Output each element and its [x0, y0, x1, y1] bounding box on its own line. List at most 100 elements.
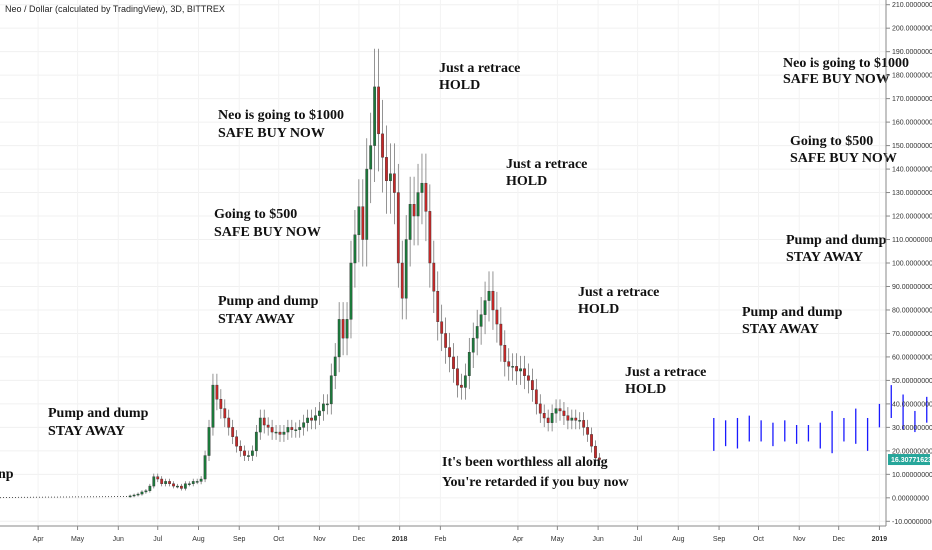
y-tick-label: 60.00000000 — [892, 354, 932, 361]
y-tick-label: 130.00000000 — [892, 190, 932, 197]
annotation-text: HOLD — [506, 174, 547, 189]
y-tick-label: 180.00000000 — [892, 73, 932, 80]
candle-up — [148, 485, 152, 491]
candle-up — [357, 206, 361, 236]
annotation-text: Just a retrace — [625, 365, 706, 380]
y-tick-label: 150.00000000 — [892, 143, 932, 150]
candle-up — [318, 410, 321, 416]
x-tick-label: Apr — [33, 536, 45, 543]
candle-down — [499, 323, 503, 346]
candle-up — [306, 417, 309, 423]
candle-down — [412, 204, 416, 217]
candle-down — [235, 436, 239, 447]
candle-down — [377, 86, 380, 135]
candle-up — [353, 234, 357, 264]
candle-up — [298, 427, 302, 430]
candle-down — [507, 361, 511, 367]
candle-down — [594, 445, 597, 459]
candle-down — [392, 173, 396, 193]
candle-down — [428, 211, 432, 264]
candle-up — [487, 290, 491, 301]
candle-up — [471, 337, 475, 353]
candle-up — [282, 431, 286, 435]
candle-down — [219, 398, 223, 409]
x-tick-label: Jun — [592, 536, 603, 543]
candle-up — [511, 366, 515, 368]
last-price-tag: 16.30771623 — [888, 454, 932, 466]
candle-down — [432, 262, 436, 292]
candle-up — [463, 375, 467, 388]
candle-up — [128, 495, 132, 498]
candle-up — [203, 455, 207, 480]
candle-down — [562, 410, 566, 416]
annotation-text: STAY AWAY — [742, 322, 819, 337]
candle-down — [452, 356, 455, 369]
annotation-text: SAFE BUY NOW — [790, 151, 897, 166]
annotation-text: Just a retrace — [506, 157, 587, 172]
candle-up — [365, 168, 369, 240]
candle-down — [168, 481, 171, 484]
candle-down — [586, 427, 589, 435]
y-tick-label: 30.00000000 — [892, 425, 932, 432]
candle-up — [187, 483, 191, 485]
candle-down — [523, 368, 526, 376]
candle-down — [290, 427, 294, 430]
candle-up — [570, 417, 574, 421]
candle-up — [314, 415, 317, 421]
annotation-text: Neo is going to $1000 — [783, 56, 909, 71]
price-axis[interactable]: -10.00000000 0.00000000 10.00000000 20.0000… — [886, 2, 932, 526]
annotation-text: np — [0, 467, 14, 482]
candle-up — [140, 491, 144, 495]
candle-up — [247, 455, 250, 457]
y-tick-label: 100.00000000 — [892, 261, 932, 268]
y-tick-label: 210.00000000 — [892, 2, 932, 9]
annotation-text: Pump and dump — [48, 406, 149, 421]
x-tick-label: 2018 — [392, 536, 408, 543]
x-tick-label: Jul — [153, 536, 162, 543]
candle-down — [574, 417, 578, 421]
candle-up — [144, 490, 148, 493]
candle-down — [385, 157, 388, 182]
candle-down — [590, 434, 593, 447]
annotation-text: STAY AWAY — [48, 424, 125, 439]
candle-down — [598, 457, 601, 460]
candle-down — [436, 290, 440, 322]
annotation-text: You're retarded if you buy now — [442, 475, 629, 490]
candle-up — [183, 483, 187, 489]
candle-down — [495, 309, 499, 325]
candle-up — [258, 417, 262, 433]
y-tick-label: 170.00000000 — [892, 96, 932, 103]
candle-down — [180, 485, 183, 489]
annotation-text: Neo is going to $1000 — [218, 108, 344, 123]
x-tick-label: Sep — [713, 536, 726, 543]
candle-down — [534, 389, 538, 405]
candle-up — [408, 204, 412, 240]
candle-up — [475, 326, 479, 339]
x-tick-label: Nov — [313, 536, 326, 543]
annotation-text: STAY AWAY — [786, 250, 863, 265]
candle-up — [254, 431, 258, 452]
x-tick-label: Oct — [753, 536, 764, 543]
candle-down — [243, 450, 246, 456]
candle-down — [515, 366, 518, 372]
candle-down — [538, 403, 542, 414]
x-tick-label: Dec — [353, 536, 366, 543]
time-axis[interactable]: Apr May Jun Jul Aug Sep Oct Nov Dec 2018 Feb Apr May… — [33, 526, 888, 543]
candle-down — [361, 206, 365, 240]
candlestick-series — [128, 48, 601, 498]
x-tick-label: Apr — [512, 536, 524, 543]
candle-up — [286, 427, 290, 433]
annotation-text: HOLD — [625, 382, 666, 397]
y-tick-label: 80.00000000 — [892, 307, 932, 314]
x-tick-label: Oct — [273, 536, 284, 543]
candle-down — [231, 427, 235, 437]
candle-up — [164, 481, 168, 484]
y-tick-label: 120.00000000 — [892, 214, 932, 221]
candle-down — [444, 333, 448, 348]
candle-down — [531, 380, 534, 391]
candle-up — [302, 422, 306, 428]
candle-up — [337, 319, 341, 358]
candle-up — [345, 319, 349, 339]
candle-down — [546, 417, 550, 423]
